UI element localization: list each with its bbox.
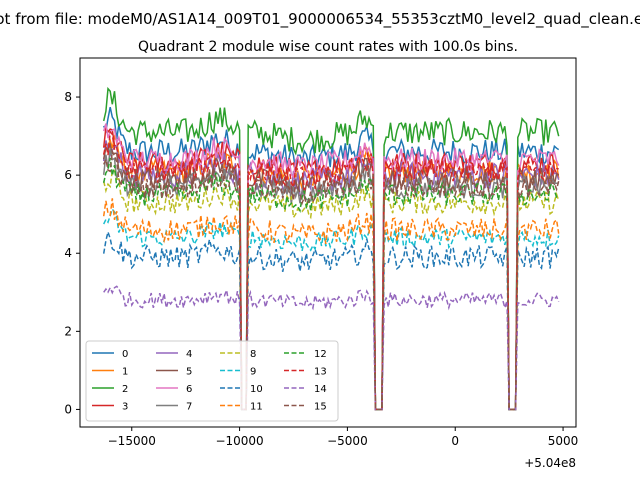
legend-label-13: 13 <box>314 367 327 378</box>
figure-suptitle: Plot from file: modeM0/AS1A14_009T01_900… <box>0 10 640 29</box>
legend-label-11: 11 <box>250 402 263 413</box>
legend-label-3: 3 <box>122 402 128 413</box>
y-tick-label: 0 <box>64 402 72 416</box>
y-axis: 0 2 4 6 8 <box>64 90 80 416</box>
legend-label-15: 15 <box>314 402 327 413</box>
series-line-14 <box>103 285 560 411</box>
chart-title: Quadrant 2 module wise count rates with … <box>138 39 518 55</box>
x-axis: −15000 −10000 −5000 0 5000 <box>108 427 579 448</box>
x-tick-label: −10000 <box>215 434 263 448</box>
x-tick-label: 5000 <box>548 434 579 448</box>
series-line-11 <box>102 198 560 411</box>
legend-label-8: 8 <box>250 349 256 360</box>
x-tick-label: −15000 <box>108 434 156 448</box>
series-line-12 <box>102 157 559 411</box>
series-line-2 <box>102 86 560 411</box>
y-tick-label: 8 <box>64 90 72 104</box>
legend-box <box>85 340 339 422</box>
y-tick-label: 2 <box>64 324 72 338</box>
series-line-4 <box>102 140 560 411</box>
x-tick-label: 0 <box>451 434 459 448</box>
x-tick-label: −5000 <box>327 434 368 448</box>
legend-label-6: 6 <box>186 384 192 395</box>
series-line-13 <box>102 130 559 411</box>
series-line-7 <box>102 148 559 411</box>
legend-label-2: 2 <box>122 384 128 395</box>
y-tick-label: 4 <box>64 246 72 260</box>
legend-label-7: 7 <box>186 402 192 413</box>
series-line-15 <box>103 148 560 411</box>
series-line-8 <box>102 169 560 411</box>
legend-label-10: 10 <box>250 384 263 395</box>
legend-label-9: 9 <box>250 367 256 378</box>
legend-label-14: 14 <box>314 384 327 395</box>
series-line-10 <box>102 229 560 411</box>
x-offset-label: +5.04e8 <box>524 456 576 470</box>
series-line-1 <box>102 134 560 411</box>
plot-frame <box>79 57 577 428</box>
legend-label-0: 0 <box>122 349 128 360</box>
series-layer <box>102 86 560 411</box>
legend-label-12: 12 <box>314 349 327 360</box>
legend-label-4: 4 <box>186 349 192 360</box>
y-tick-label: 6 <box>64 168 72 182</box>
legend-label-1: 1 <box>122 367 128 378</box>
legend-label-5: 5 <box>186 367 192 378</box>
